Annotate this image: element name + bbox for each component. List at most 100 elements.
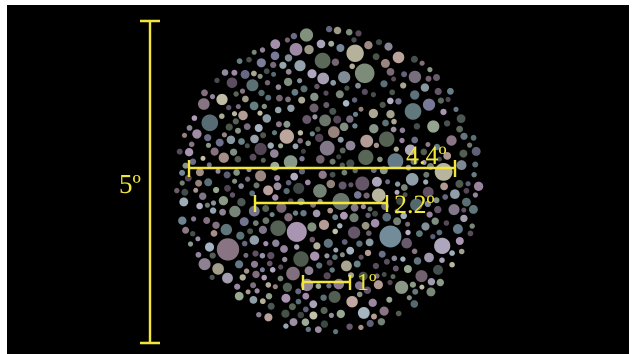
plate-dot — [427, 278, 436, 286]
plate-dot — [314, 83, 320, 90]
plate-dot — [236, 231, 245, 240]
horizontal-2-2deg-bar — [253, 195, 389, 212]
plate-dot — [405, 173, 419, 186]
plate-dot — [316, 262, 323, 269]
plate-dot — [320, 320, 329, 328]
plate-dot — [434, 205, 442, 214]
plate-dot — [250, 282, 257, 289]
plate-dot — [310, 251, 320, 261]
plate-dot — [214, 77, 220, 84]
plate-dot — [373, 142, 380, 148]
plate-dot — [298, 168, 306, 175]
plate-dot — [348, 226, 361, 239]
plate-dot — [281, 309, 290, 318]
plate-dot — [386, 296, 393, 303]
plate-dot — [179, 197, 189, 207]
plate-dot — [221, 132, 227, 138]
plate-dot — [179, 169, 186, 176]
plate-dot — [287, 104, 295, 113]
plate-dot — [363, 286, 372, 294]
plate-dot — [223, 171, 231, 179]
plate-dot — [461, 207, 467, 213]
plate-dot — [467, 230, 474, 237]
plate-dot — [286, 221, 307, 242]
plate-dot — [263, 68, 270, 75]
plate-dot — [231, 69, 238, 76]
horizontal-4-4deg-bar — [187, 160, 457, 177]
plate-dot — [204, 178, 213, 187]
plate-dot — [324, 253, 330, 259]
plate-dot — [393, 146, 399, 152]
plate-dot — [346, 246, 355, 255]
plate-dot — [297, 130, 304, 136]
plate-dot — [427, 67, 433, 73]
plate-dot — [335, 90, 344, 99]
plate-dot — [440, 108, 447, 116]
plate-dot — [422, 186, 434, 198]
plate-dot — [182, 226, 190, 234]
plate-dot — [345, 28, 353, 36]
plate-dot — [372, 210, 378, 217]
plate-dot — [458, 248, 465, 255]
plate-dot — [261, 274, 267, 281]
plate-dot — [352, 111, 359, 117]
plate-dot — [333, 329, 339, 335]
plate-dot — [358, 271, 368, 281]
label-5-degrees: 5º — [119, 169, 141, 199]
plate-dot — [226, 135, 236, 145]
plate-dot — [412, 288, 419, 295]
plate-dot — [285, 179, 292, 186]
plate-dot — [195, 179, 203, 187]
plate-dot — [356, 291, 363, 298]
plate-dot — [302, 306, 309, 313]
plate-dot — [353, 191, 362, 199]
plate-dot — [261, 103, 267, 110]
plate-dot — [395, 310, 402, 317]
plate-dot — [252, 220, 259, 227]
plate-dot — [257, 110, 263, 116]
plate-dot — [309, 300, 318, 309]
plate-dot — [239, 88, 246, 94]
plate-dot — [313, 242, 321, 250]
plate-dot — [262, 114, 272, 123]
plate-dot — [274, 175, 281, 181]
label-4-4-degrees: 4.4º — [406, 141, 447, 170]
plate-dot — [309, 131, 315, 137]
plate-dot — [394, 189, 400, 195]
plate-dot — [216, 93, 228, 106]
plate-dot — [433, 264, 443, 275]
plate-dot — [332, 228, 339, 235]
plate-dot — [364, 41, 373, 50]
plate-dot — [459, 149, 468, 158]
plate-dot — [279, 129, 294, 144]
plate-dot — [213, 186, 220, 194]
plate-dot — [391, 118, 397, 125]
plate-dot — [294, 60, 306, 72]
plate-dot — [387, 97, 394, 105]
plate-dot — [276, 202, 287, 213]
plate-dot — [395, 280, 409, 294]
plate-dot — [416, 230, 423, 238]
plate-dot — [358, 106, 364, 112]
plate-dot — [276, 94, 283, 102]
plate-dot — [333, 278, 345, 290]
plate-dot — [325, 25, 333, 33]
plate-dot — [249, 235, 260, 245]
plate-dot — [448, 204, 460, 216]
plate-dot — [455, 179, 464, 188]
plate-dot — [232, 118, 239, 125]
plate-dot — [332, 214, 339, 221]
plate-dot — [431, 217, 439, 225]
plate-dot — [410, 158, 418, 165]
plate-dot — [400, 82, 407, 89]
plate-dot — [298, 96, 306, 104]
plate-dot — [358, 254, 364, 260]
plate-dot — [404, 144, 416, 156]
plate-dot — [195, 168, 204, 177]
plate-dot — [338, 71, 351, 84]
plate-dot — [254, 142, 267, 156]
plate-dot — [453, 106, 459, 112]
plate-dot — [245, 289, 251, 295]
plate-dot — [297, 311, 305, 319]
plate-dot — [209, 94, 216, 100]
